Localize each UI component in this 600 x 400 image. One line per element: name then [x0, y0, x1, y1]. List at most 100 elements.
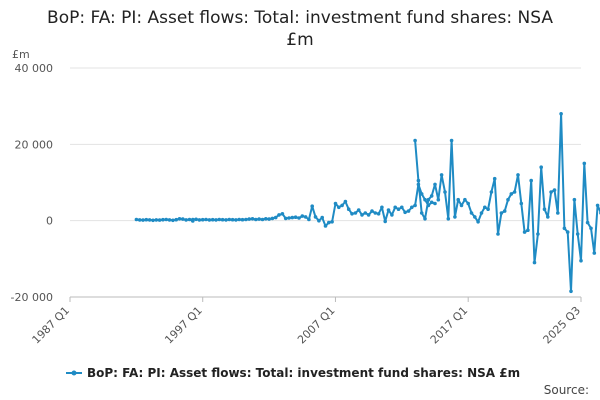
- data-point[interactable]: [426, 203, 431, 208]
- data-point[interactable]: [273, 215, 278, 220]
- data-point[interactable]: [433, 182, 437, 187]
- data-point[interactable]: [141, 218, 145, 222]
- data-point[interactable]: [536, 232, 540, 236]
- data-point[interactable]: [137, 218, 142, 222]
- data-point[interactable]: [317, 218, 321, 223]
- data-point[interactable]: [489, 190, 494, 194]
- data-point[interactable]: [283, 216, 288, 221]
- data-point[interactable]: [181, 217, 185, 221]
- data-point[interactable]: [290, 215, 295, 220]
- data-point[interactable]: [277, 213, 281, 217]
- data-point[interactable]: [562, 226, 567, 231]
- data-point[interactable]: [297, 216, 301, 220]
- data-point[interactable]: [323, 224, 328, 228]
- data-point[interactable]: [486, 207, 490, 211]
- data-point[interactable]: [522, 230, 527, 234]
- data-point[interactable]: [380, 205, 384, 210]
- data-point[interactable]: [257, 217, 261, 221]
- data-point[interactable]: [519, 201, 524, 206]
- data-point[interactable]: [453, 215, 457, 219]
- data-point[interactable]: [479, 211, 484, 215]
- data-point[interactable]: [227, 217, 232, 222]
- data-point[interactable]: [370, 209, 374, 213]
- data-point[interactable]: [303, 215, 308, 219]
- data-point[interactable]: [240, 217, 245, 222]
- data-point[interactable]: [373, 211, 378, 215]
- data-point[interactable]: [356, 208, 361, 212]
- data-point[interactable]: [200, 217, 205, 222]
- data-point[interactable]: [569, 289, 573, 294]
- data-point[interactable]: [506, 197, 510, 202]
- data-point[interactable]: [539, 165, 543, 169]
- data-point[interactable]: [579, 258, 583, 263]
- source-label[interactable]: Source:: [544, 383, 589, 397]
- data-point[interactable]: [214, 218, 218, 222]
- data-point[interactable]: [400, 205, 404, 210]
- data-point[interactable]: [595, 203, 600, 208]
- data-point[interactable]: [207, 218, 212, 222]
- data-point[interactable]: [423, 217, 427, 221]
- data-point[interactable]: [144, 217, 149, 222]
- data-point[interactable]: [473, 215, 477, 219]
- data-point[interactable]: [589, 226, 593, 231]
- data-point[interactable]: [346, 207, 351, 211]
- data-point[interactable]: [343, 199, 348, 204]
- data-point[interactable]: [224, 218, 228, 222]
- data-point[interactable]: [151, 218, 155, 223]
- data-point[interactable]: [164, 217, 168, 222]
- data-point[interactable]: [446, 217, 451, 221]
- data-point[interactable]: [320, 215, 325, 220]
- data-point[interactable]: [307, 217, 311, 222]
- data-point[interactable]: [549, 190, 553, 194]
- data-point[interactable]: [516, 173, 520, 177]
- data-point[interactable]: [383, 219, 388, 224]
- data-point[interactable]: [167, 218, 172, 222]
- data-point[interactable]: [592, 251, 597, 255]
- data-point[interactable]: [333, 201, 338, 206]
- data-point[interactable]: [436, 197, 441, 202]
- data-point[interactable]: [330, 220, 334, 224]
- data-point[interactable]: [542, 207, 547, 211]
- data-point[interactable]: [403, 210, 407, 215]
- data-point[interactable]: [390, 213, 394, 217]
- data-point[interactable]: [509, 192, 514, 196]
- data-point[interactable]: [499, 211, 504, 215]
- data-point[interactable]: [280, 212, 285, 216]
- data-point[interactable]: [287, 216, 291, 220]
- data-point[interactable]: [459, 203, 464, 208]
- data-point[interactable]: [363, 211, 368, 215]
- data-point[interactable]: [492, 176, 497, 181]
- data-point[interactable]: [210, 217, 215, 222]
- data-point[interactable]: [502, 209, 507, 213]
- data-point[interactable]: [476, 220, 480, 224]
- data-point[interactable]: [559, 112, 563, 116]
- data-point[interactable]: [529, 178, 533, 183]
- data-point[interactable]: [439, 173, 444, 177]
- data-point[interactable]: [585, 220, 590, 225]
- data-point[interactable]: [532, 260, 537, 265]
- data-point[interactable]: [466, 201, 471, 206]
- data-point[interactable]: [366, 213, 371, 217]
- data-point[interactable]: [463, 197, 467, 202]
- data-point[interactable]: [443, 190, 447, 194]
- data-point[interactable]: [575, 232, 580, 236]
- data-point[interactable]: [154, 218, 159, 222]
- data-point[interactable]: [250, 217, 255, 221]
- data-point[interactable]: [293, 215, 298, 219]
- data-point[interactable]: [230, 217, 235, 222]
- data-point[interactable]: [161, 217, 165, 222]
- data-point[interactable]: [376, 212, 381, 216]
- data-point[interactable]: [194, 217, 198, 222]
- data-point[interactable]: [147, 218, 152, 222]
- data-point[interactable]: [393, 205, 398, 210]
- data-point[interactable]: [340, 203, 344, 208]
- data-point[interactable]: [197, 218, 202, 222]
- data-point[interactable]: [270, 216, 275, 221]
- data-point[interactable]: [300, 214, 305, 218]
- legend[interactable]: BoP: FA: PI: Asset flows: Total: investm…: [66, 366, 520, 380]
- data-point[interactable]: [512, 190, 517, 194]
- data-point[interactable]: [552, 188, 557, 192]
- data-point[interactable]: [184, 218, 188, 222]
- data-point[interactable]: [313, 215, 318, 219]
- data-point[interactable]: [449, 138, 454, 143]
